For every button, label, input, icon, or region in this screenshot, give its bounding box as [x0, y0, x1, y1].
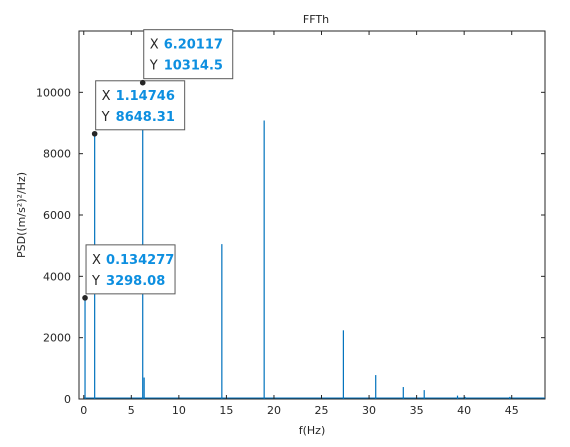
x-tick-label: 30: [362, 404, 376, 417]
x-axis-ticks: 0 5 10 15 20 25 30 35 40 45: [80, 31, 519, 417]
datatip-y-value: 10314.5: [164, 59, 223, 74]
datatip-marker: [139, 79, 146, 86]
datatip-y-label: Y: [149, 59, 158, 74]
datatip: X 0.134277 Y 3298.08: [82, 244, 176, 301]
datatip-x-value: 6.20117: [164, 38, 223, 53]
datatip-box: [95, 80, 186, 131]
series-spikes: [83, 82, 545, 399]
x-tick-label: 20: [267, 404, 281, 417]
y-tick-label: 10000: [36, 86, 71, 99]
datatip: X 1.14746 Y 8648.31: [91, 80, 186, 137]
y-tick-label: 4000: [43, 270, 71, 283]
datatip-marker: [82, 295, 88, 301]
x-axis-label: f(Hz): [299, 424, 326, 437]
datatip-x-label: X: [150, 38, 159, 53]
y-tick-label: 6000: [43, 209, 71, 222]
datatip-x-value: 1.14746: [116, 89, 175, 104]
x-tick-label: 10: [172, 404, 186, 417]
datatip-box: [85, 244, 176, 295]
chart-title: FFTh: [303, 13, 329, 26]
x-tick-label: 35: [410, 404, 424, 417]
x-tick-label: 5: [128, 404, 135, 417]
datatip-y-value: 3298.08: [106, 274, 165, 289]
datatip-y-label: Y: [91, 274, 100, 289]
datatip-marker: [91, 130, 98, 137]
y-tick-label: 2000: [43, 332, 71, 345]
datatip-y-label: Y: [101, 110, 110, 125]
y-tick-label: 8000: [43, 148, 71, 161]
x-tick-label: 15: [219, 404, 233, 417]
y-tick-label: 0: [64, 393, 71, 406]
datatips: X 0.134277 Y 3298.08 X 1.14746 Y 8648.31 X 6.2011…: [82, 29, 234, 301]
datatip-x-value: 0.134277: [106, 253, 174, 268]
y-axis-ticks: 0 2000 4000 6000 8000 10000: [36, 86, 545, 406]
y-axis-label: PSD((m/s²)²/Hz): [15, 172, 28, 258]
x-tick-label: 40: [457, 404, 471, 417]
x-tick-label: 25: [315, 404, 329, 417]
datatip: X 6.20117 Y 10314.5: [139, 29, 234, 86]
x-tick-label: 45: [505, 404, 519, 417]
datatip-y-value: 8648.31: [116, 110, 175, 125]
datatip-x-label: X: [102, 89, 111, 104]
x-tick-label: 0: [80, 404, 87, 417]
datatip-box: [143, 29, 234, 80]
datatip-x-label: X: [92, 253, 101, 268]
